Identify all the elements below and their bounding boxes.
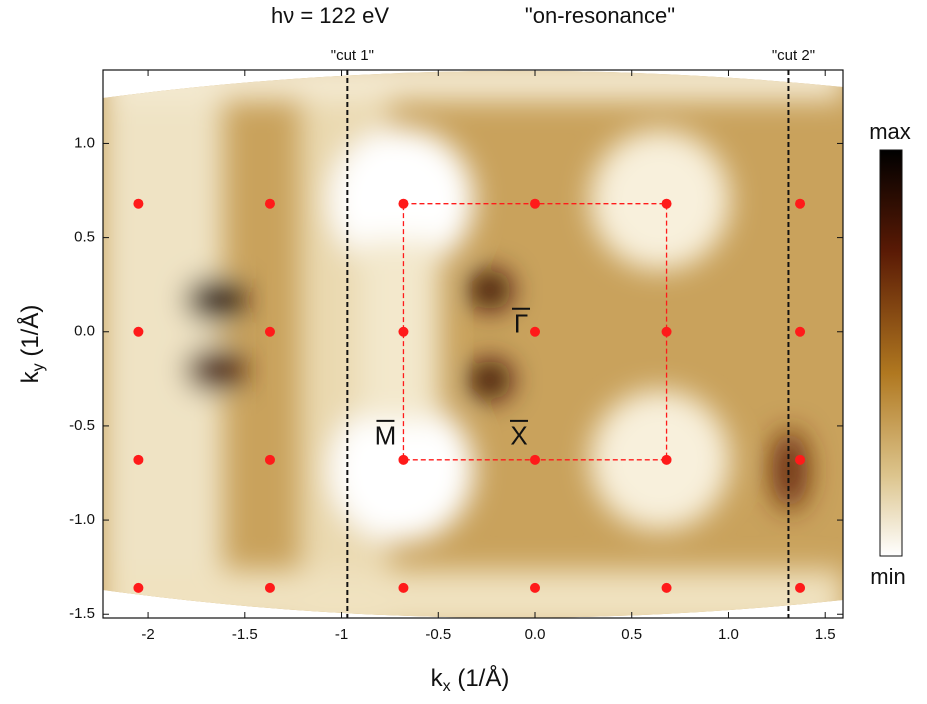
x-tick-label: -0.5 <box>425 626 451 643</box>
point <box>133 198 144 209</box>
point <box>530 198 541 209</box>
colorbar-max: max <box>869 119 911 144</box>
point <box>661 582 672 593</box>
y-axis-label: ky (1/Å) <box>16 305 47 384</box>
chart-title: hν = 122 eV <box>271 3 389 28</box>
point <box>398 582 409 593</box>
point <box>795 198 806 209</box>
point <box>133 326 144 337</box>
point <box>530 454 541 465</box>
y-tick-label: -0.5 <box>69 417 95 434</box>
y-tick-label: 1.0 <box>74 134 95 151</box>
cut-label: "cut 1" <box>331 47 374 64</box>
y-tick-label: -1.5 <box>69 605 95 622</box>
x-tick-label: -1.5 <box>232 626 258 643</box>
point <box>264 326 275 337</box>
chart-subtitle: "on-resonance" <box>525 3 675 28</box>
x-tick-label: 1.5 <box>815 626 836 643</box>
point <box>398 198 409 209</box>
x-axis-label: kx (1/Å) <box>431 664 510 695</box>
plot-frame <box>102 69 844 619</box>
point <box>530 326 541 337</box>
y-tick-label: 0.5 <box>74 229 95 246</box>
point-label: X <box>510 421 527 451</box>
y-tick-label: -1.0 <box>69 511 95 528</box>
colorbar-min: min <box>870 564 905 589</box>
x-tick-label: 0.0 <box>525 626 546 643</box>
point <box>133 454 144 465</box>
x-tick-label: 0.5 <box>621 626 642 643</box>
point-label: Γ <box>514 309 528 339</box>
point <box>264 582 275 593</box>
point <box>661 454 672 465</box>
x-tick-label: 1.0 <box>718 626 739 643</box>
point <box>264 454 275 465</box>
point <box>795 326 806 337</box>
point <box>398 454 409 465</box>
point <box>795 454 806 465</box>
point <box>264 198 275 209</box>
point <box>530 582 541 593</box>
x-tick-label: -1 <box>335 626 348 643</box>
intensity-map <box>103 70 843 618</box>
colorbar <box>879 149 903 557</box>
point <box>398 326 409 337</box>
point <box>795 582 806 593</box>
x-tick-label: -2 <box>141 626 154 643</box>
point <box>661 198 672 209</box>
y-tick-label: 0.0 <box>74 323 95 340</box>
point-label: M <box>375 421 397 451</box>
point <box>661 326 672 337</box>
cut-label: "cut 2" <box>772 47 815 64</box>
point <box>133 582 144 593</box>
